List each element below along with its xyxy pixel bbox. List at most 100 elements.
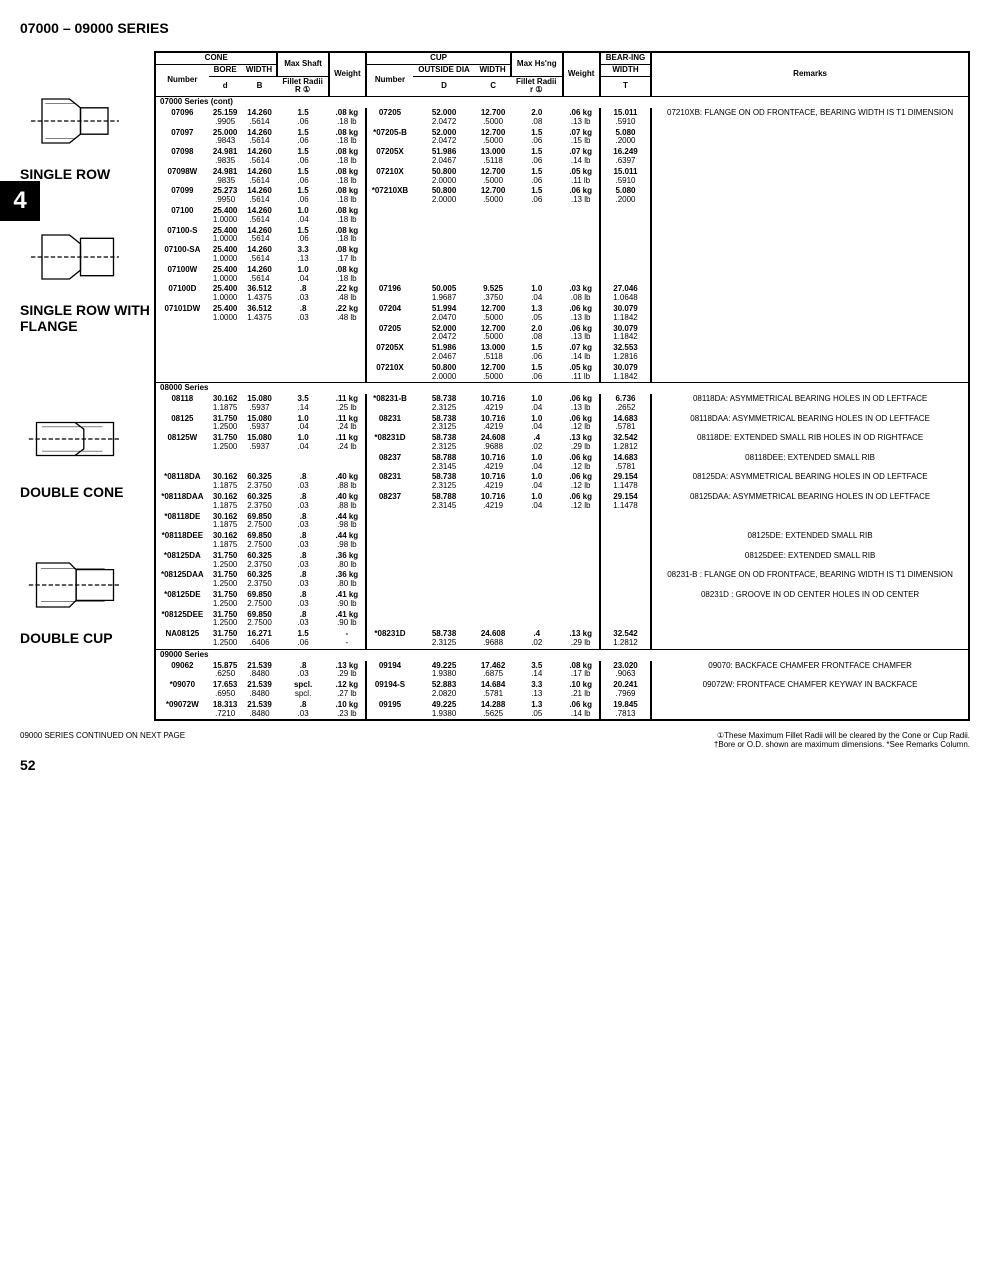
- remarks: [651, 284, 969, 304]
- cup-width: [475, 531, 511, 551]
- bearing-width: 29.1541.1478: [600, 472, 651, 492]
- bearing-width: [600, 206, 651, 226]
- th-number: Number: [155, 64, 209, 96]
- cone-number: 08125W: [155, 433, 209, 453]
- od: 50.8002.0000: [413, 363, 475, 383]
- cup-width: [475, 590, 511, 610]
- cone-number: *08125DE: [155, 590, 209, 610]
- th-bearing: BEAR-ING: [600, 52, 651, 64]
- cone-number: *09070: [155, 680, 209, 700]
- bore: 31.7501.2500: [209, 590, 242, 610]
- table-row: 08125 31.7501.2500 15.080.5937 1.0.04 .1…: [155, 414, 969, 434]
- cup-width: 12.700.5000: [475, 108, 511, 128]
- cup-width: 17.462.6875: [475, 661, 511, 681]
- cone-width: [242, 343, 278, 363]
- cup-weight: .06 kg.12 lb: [563, 453, 600, 473]
- fillet-r2: 1.0.04: [511, 284, 563, 304]
- bearing-width: 14.683.5781: [600, 453, 651, 473]
- remarks: [651, 206, 969, 226]
- cone-weight: [329, 343, 366, 363]
- bearing-width: 32.5421.2812: [600, 629, 651, 649]
- cup-number: *08231D: [366, 433, 413, 453]
- bore: 31.7501.2500: [209, 433, 242, 453]
- bearing-width: [600, 512, 651, 532]
- fillet-r2: 2.0.08: [511, 108, 563, 128]
- remarks: 07210XB: FLANGE ON OD FRONTFACE, BEARING…: [651, 108, 969, 128]
- cup-number: 07205: [366, 324, 413, 344]
- cup-width: 24.608.9688: [475, 433, 511, 453]
- table-row: 07210X 50.8002.0000 12.700.5000 1.5.06 .…: [155, 363, 969, 383]
- fillet-r2: 1.5.06: [511, 363, 563, 383]
- cone-width: 69.8502.7500: [242, 531, 278, 551]
- fillet-r: spcl.spcl.: [277, 680, 328, 700]
- cup-number: [366, 206, 413, 226]
- od: 51.9862.0467: [413, 147, 475, 167]
- od: [413, 512, 475, 532]
- table-row: 07100 25.4001.0000 14.260.5614 1.0.04 .0…: [155, 206, 969, 226]
- od: 49.2251.9380: [413, 700, 475, 721]
- bore: 31.7501.2500: [209, 551, 242, 571]
- fillet-r: .8.03: [277, 284, 328, 304]
- table-row: *08118DEE 30.1621.1875 69.8502.7500 .8.0…: [155, 531, 969, 551]
- cup-weight: [563, 245, 600, 265]
- fillet-r: .8.03: [277, 551, 328, 571]
- cup-weight: [563, 226, 600, 246]
- od: 58.7382.3125: [413, 433, 475, 453]
- table-row: 07097 25.000.9843 14.260.5614 1.5.06 .08…: [155, 128, 969, 148]
- cup-weight: .06 kg.13 lb: [563, 394, 600, 414]
- bearing-width: [600, 226, 651, 246]
- remarks: [651, 304, 969, 324]
- bore: 25.000.9843: [209, 128, 242, 148]
- table-row: *08125DA 31.7501.2500 60.3252.3750 .8.03…: [155, 551, 969, 571]
- fillet-r: [277, 343, 328, 363]
- th-width3: WIDTH: [600, 64, 651, 76]
- cup-number: 07205: [366, 108, 413, 128]
- cup-weight: .03 kg.08 lb: [563, 284, 600, 304]
- bore: 30.1621.1875: [209, 492, 242, 512]
- cup-number: 07210X: [366, 167, 413, 187]
- th-C: C: [475, 76, 511, 97]
- bearing-width: 15.011.5910: [600, 108, 651, 128]
- bore: 25.159.9905: [209, 108, 242, 128]
- cone-number: 07100: [155, 206, 209, 226]
- bearing-width: 32.5531.2816: [600, 343, 651, 363]
- bore: 30.1621.1875: [209, 394, 242, 414]
- fillet-r2: [511, 206, 563, 226]
- remarks: [651, 512, 969, 532]
- cup-width: 12.700.5000: [475, 167, 511, 187]
- cone-weight: .11 kg.24 lb: [329, 414, 366, 434]
- bearing-width: 30.0791.1842: [600, 363, 651, 383]
- od: 52.8832.0820: [413, 680, 475, 700]
- cup-weight: .06 kg.13 lb: [563, 304, 600, 324]
- cup-number: 08237: [366, 453, 413, 473]
- cup-width: 12.700.5000: [475, 186, 511, 206]
- fillet-r: 1.0.04: [277, 206, 328, 226]
- cone-width: [242, 363, 278, 383]
- od: [413, 570, 475, 590]
- bore: 30.1621.1875: [209, 472, 242, 492]
- fillet-r2: [511, 531, 563, 551]
- cone-weight: .08 kg.18 lb: [329, 226, 366, 246]
- cup-number: 07196: [366, 284, 413, 304]
- th-remarks: Remarks: [651, 52, 969, 97]
- fillet-r: .8.03: [277, 661, 328, 681]
- fillet-r2: 1.0.04: [511, 394, 563, 414]
- od: 52.0002.0472: [413, 324, 475, 344]
- remarks: [651, 226, 969, 246]
- od: [413, 245, 475, 265]
- series-head: 08000 Series: [155, 383, 969, 394]
- th-od: OUTSIDE DIA: [413, 64, 475, 76]
- cup-number: [366, 551, 413, 571]
- table-row: 07099 25.273.9950 14.260.5614 1.5.06 .08…: [155, 186, 969, 206]
- fillet-r2: 1.3.05: [511, 700, 563, 721]
- th-cone: CONE: [155, 52, 277, 64]
- cone-weight: --: [329, 629, 366, 649]
- cup-width: 10.716.4219: [475, 492, 511, 512]
- bearing-width: [600, 551, 651, 571]
- cone-weight: .08 kg.17 lb: [329, 245, 366, 265]
- remarks: 08231-B : FLANGE ON OD FRONTFACE, BEARIN…: [651, 570, 969, 590]
- th-cup: CUP: [366, 52, 511, 64]
- fillet-r2: [511, 245, 563, 265]
- cup-weight: [563, 512, 600, 532]
- cone-weight: .41 kg.90 lb: [329, 590, 366, 610]
